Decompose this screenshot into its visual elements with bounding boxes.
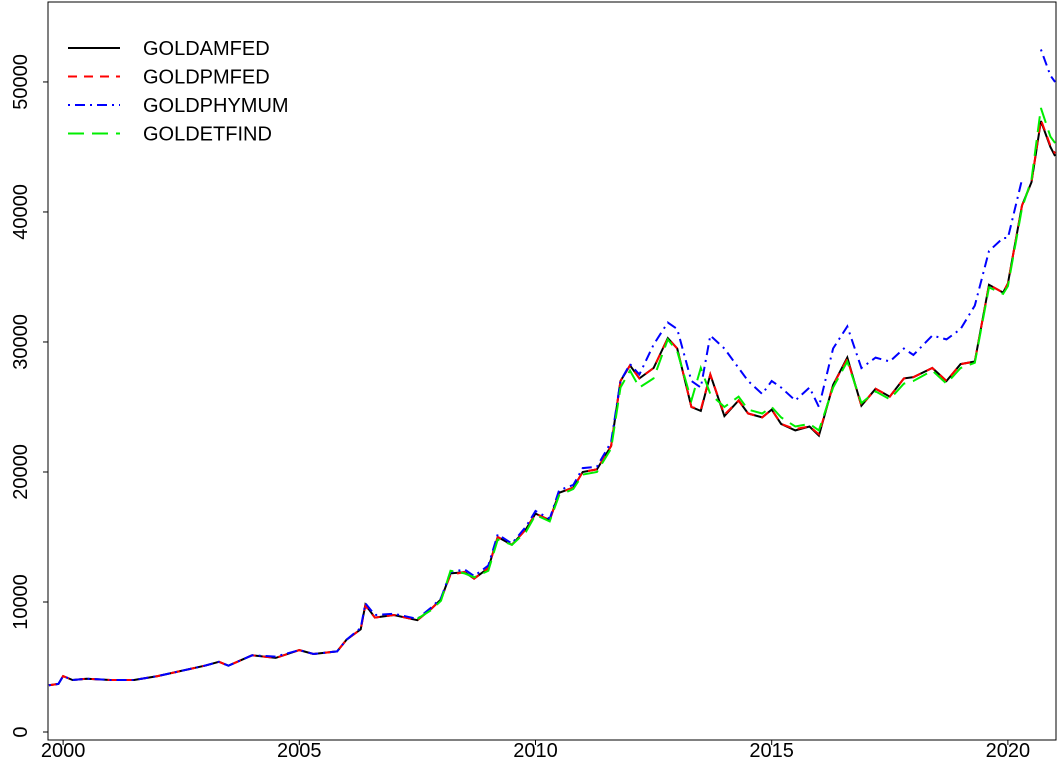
x-tick-label: 2020: [986, 740, 1031, 760]
legend-label: GOLDPHYMUM: [143, 95, 289, 117]
plot-frame: [47, 1, 1057, 741]
y-tick-label: 30000: [10, 314, 32, 370]
legend-label: GOLDPMFED: [143, 67, 270, 89]
y-tick-label: 20000: [10, 444, 32, 500]
y-tick-label: 0: [10, 726, 32, 737]
y-tick-label: 50000: [10, 54, 32, 110]
series-line: [48, 120, 1056, 687]
legend-label: GOLDETFIND: [143, 124, 272, 146]
y-tick-label: 40000: [10, 184, 32, 240]
series-line: [48, 119, 1056, 687]
x-tick-label: 2015: [749, 740, 794, 760]
x-tick-label: 2005: [277, 740, 322, 760]
x-tick-label: 2010: [513, 740, 558, 760]
x-tick-label: 2000: [41, 740, 86, 760]
y-tick-label: 10000: [10, 574, 32, 630]
series-line: [48, 49, 1056, 687]
legend-label: GOLDAMFED: [143, 38, 270, 60]
